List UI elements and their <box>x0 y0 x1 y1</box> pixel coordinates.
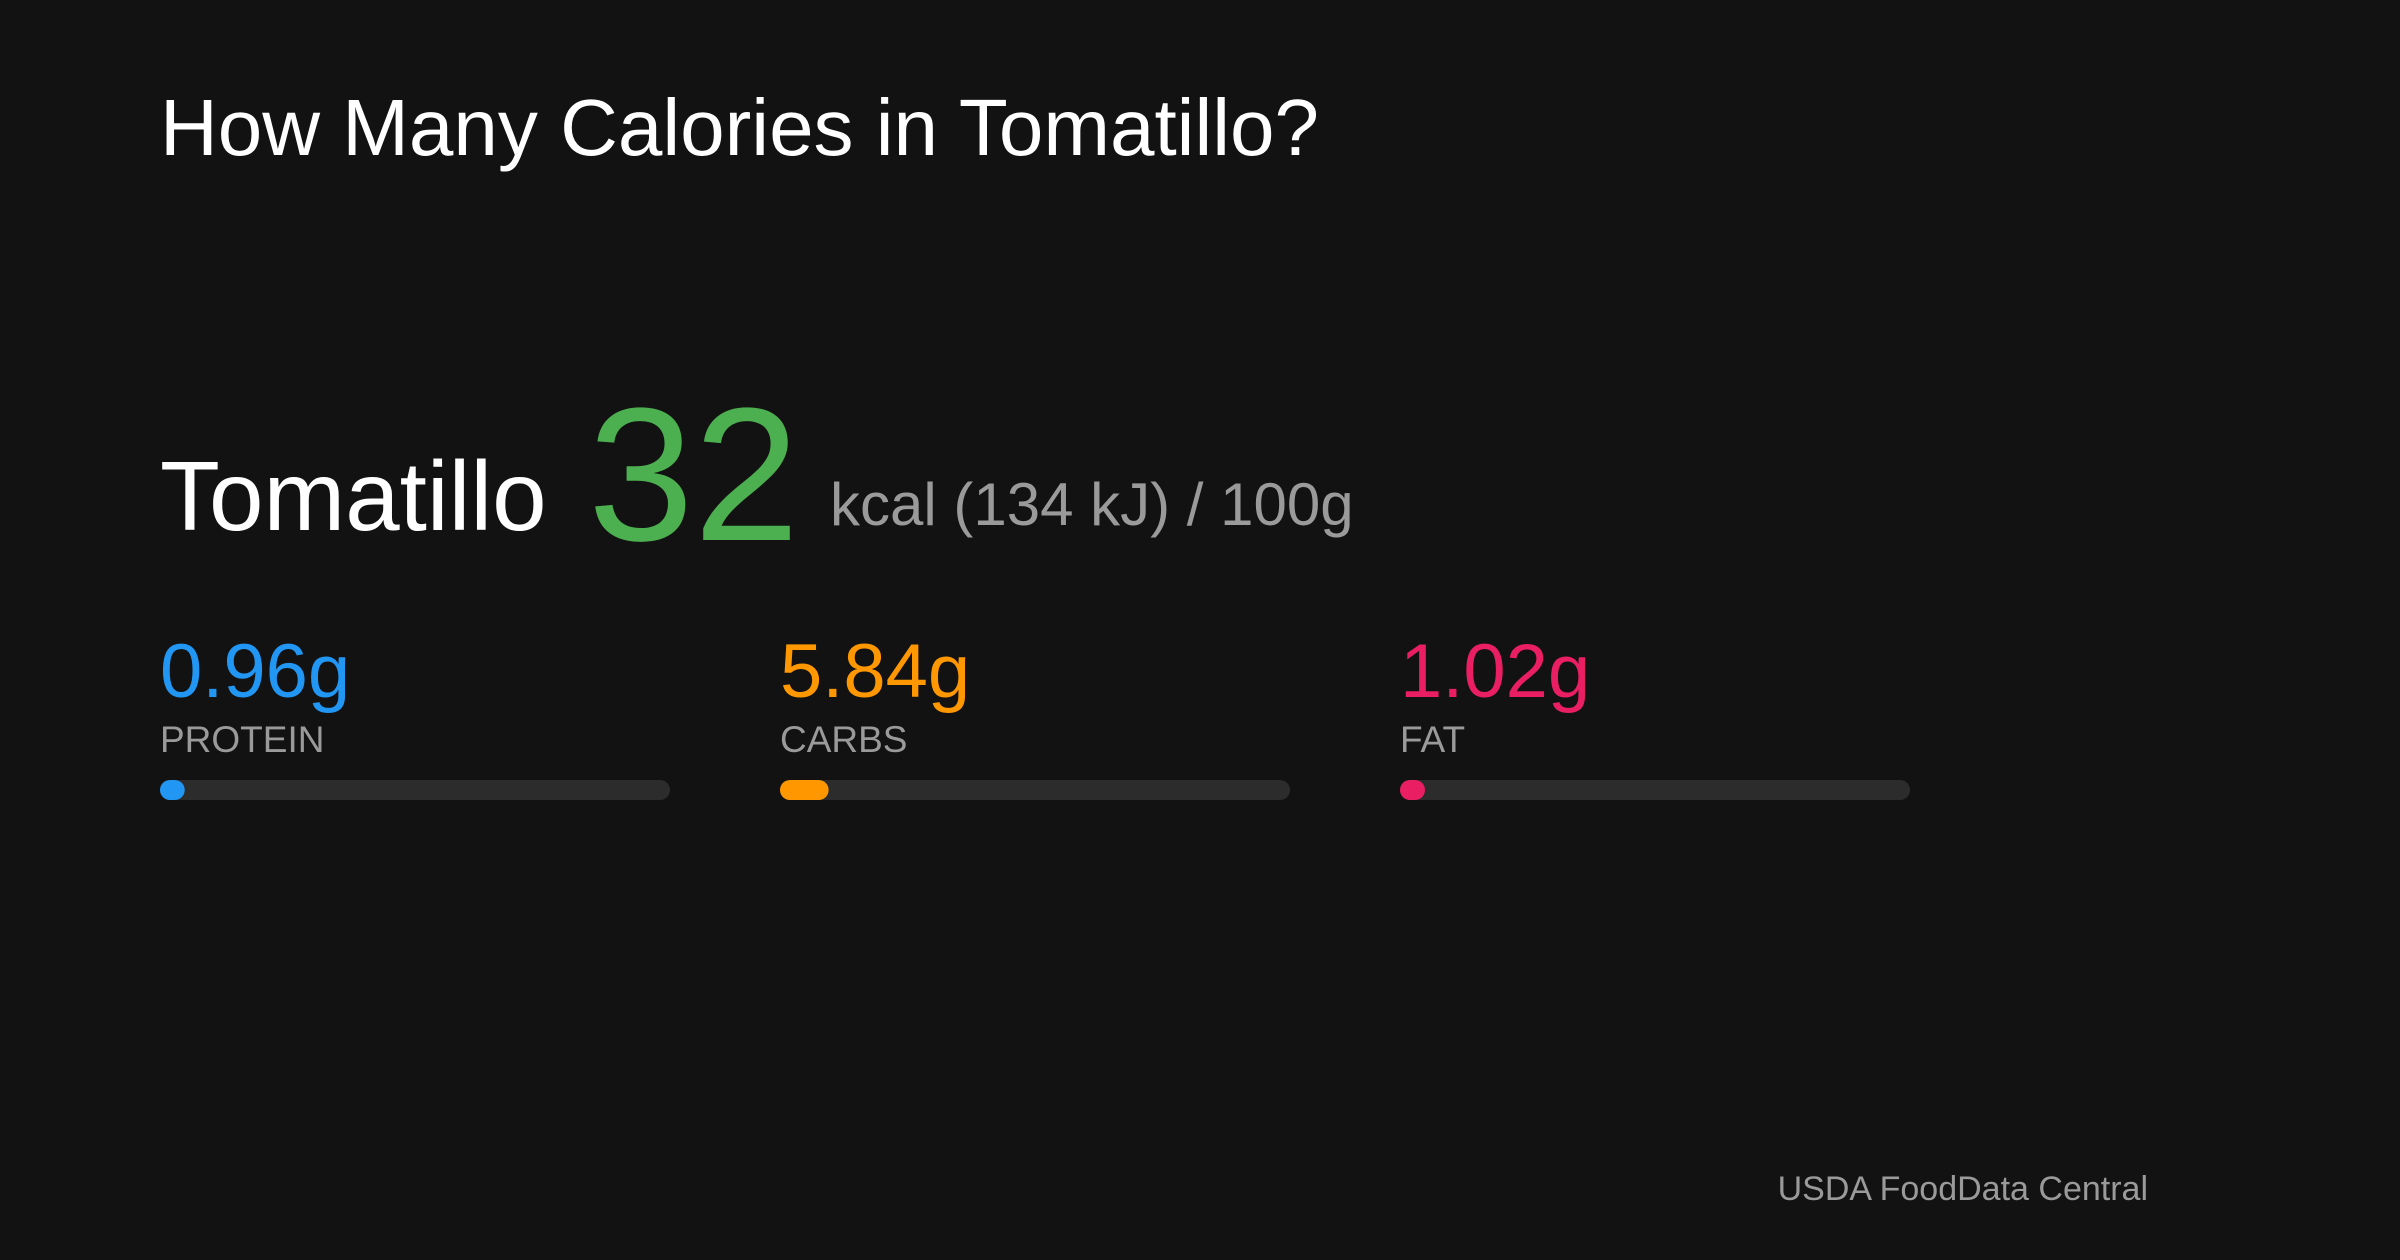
macro-name: CARBS <box>780 719 907 760</box>
food-name: Tomatillo <box>160 441 547 551</box>
source: USDA FoodData Central <box>1778 1170 2148 1208</box>
calorie-unit: kcal (134 kJ) / 100g <box>830 471 1354 538</box>
macro-value: 1.02g <box>1400 629 1590 714</box>
title: How Many Calories in Tomatillo? <box>160 83 1319 172</box>
macro-value: 0.96g <box>160 629 350 714</box>
macro-name: FAT <box>1400 719 1465 760</box>
calories: 32 <box>588 369 799 581</box>
macro-name: PROTEIN <box>160 719 324 760</box>
macro-value: 5.84g <box>780 629 970 714</box>
